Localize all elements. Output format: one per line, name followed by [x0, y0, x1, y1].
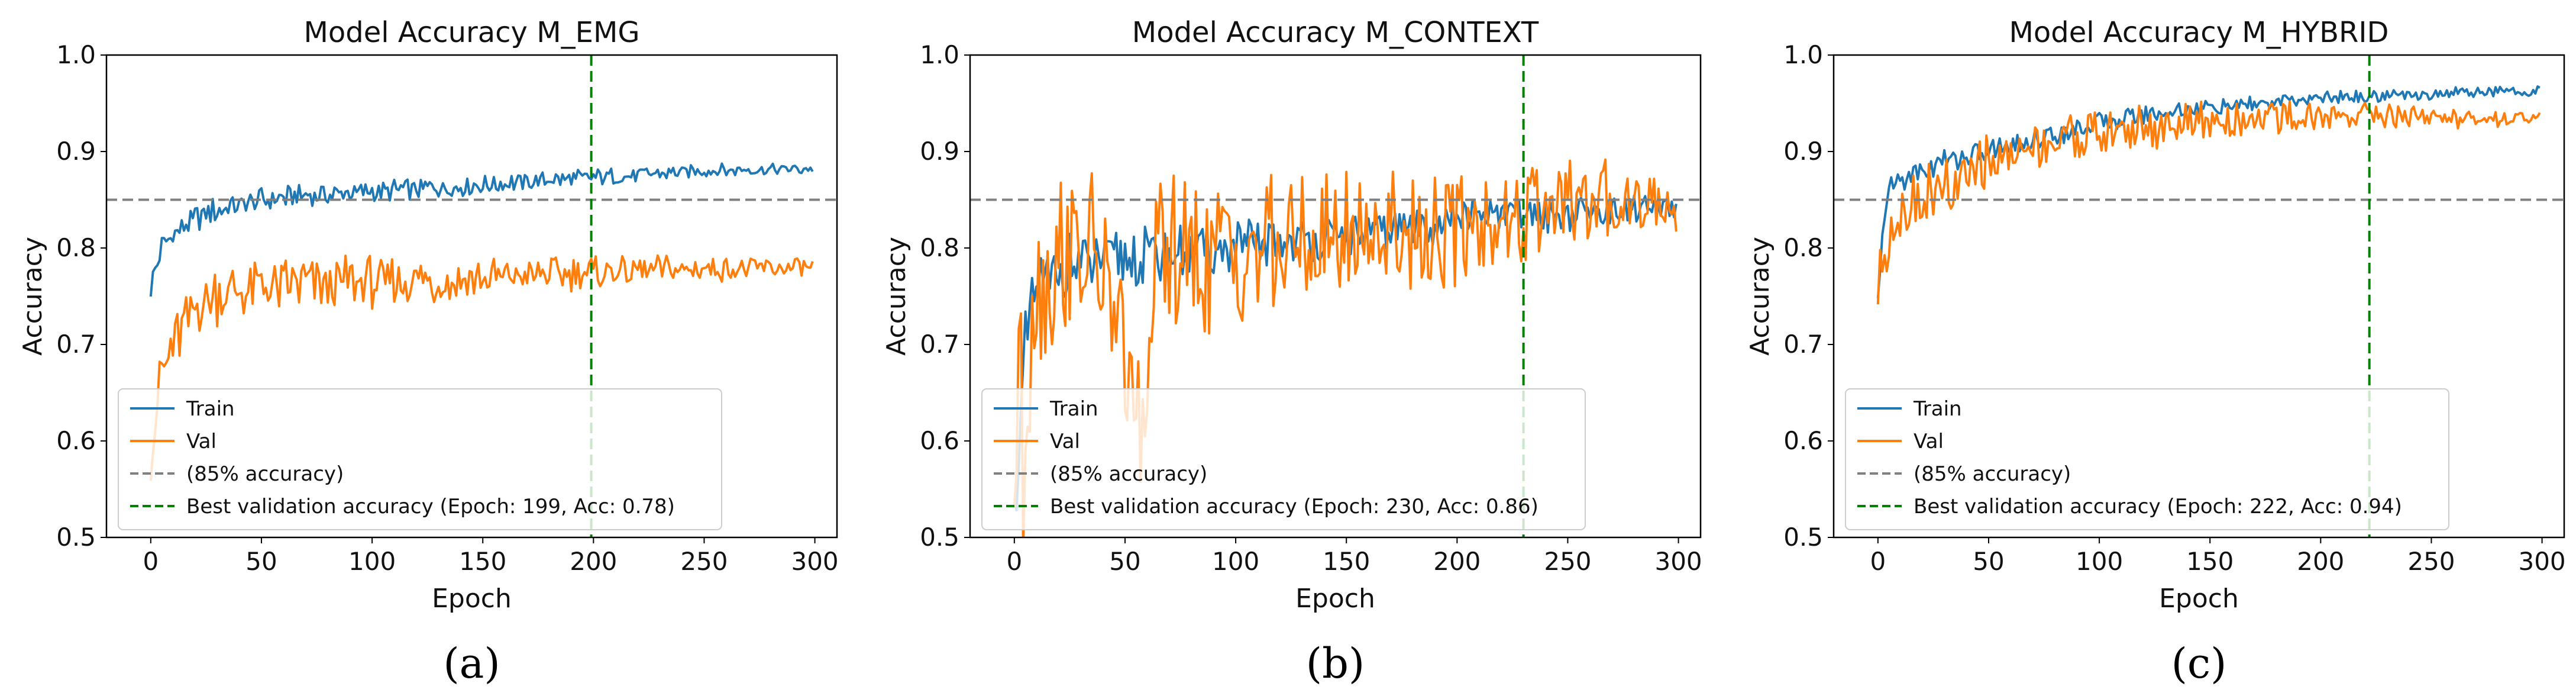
y-tick-label: 0.5: [920, 523, 959, 552]
chart-panel-3: Model Accuracy M_HYBRID 0.5 0.6 0.7 0.8 0.9 1.…: [1745, 16, 2566, 688]
y-tick-label: 1.0: [56, 40, 96, 69]
y-tick-label: 0.8: [920, 233, 959, 262]
x-tick-label: 100: [2076, 547, 2123, 576]
x-tick-label: 0: [143, 547, 159, 576]
x-tick-label: 250: [2407, 547, 2455, 576]
axes-frame: [969, 54, 1702, 539]
y-axis-label: Accuracy: [1745, 237, 1775, 356]
x-tick-label: 0: [1006, 547, 1022, 576]
legend-label: Val: [1914, 430, 1944, 453]
axes-frame: [1832, 54, 2565, 539]
x-tick-label: 200: [1433, 547, 1481, 576]
x-tick-label: 50: [245, 547, 277, 576]
y-tick-label: 0.6: [920, 426, 959, 455]
x-tick-label: 150: [2186, 547, 2234, 576]
x-tick-label: 50: [1109, 547, 1140, 576]
subfigure-caption: (b): [1306, 639, 1365, 688]
x-tick-label: 200: [2297, 547, 2344, 576]
y-tick-label: 0.9: [1783, 137, 1823, 166]
x-axis-label: Epoch: [2159, 584, 2239, 614]
x-tick-label: 0: [1870, 547, 1886, 576]
chart-title: Model Accuracy M_CONTEXT: [1132, 16, 1539, 49]
legend: Train Val (85% accuracy) Best validation ac…: [1845, 388, 2449, 530]
legend-label: Best validation accuracy (Epoch: 222, Ac…: [1914, 495, 2402, 518]
x-tick-label: 150: [459, 547, 506, 576]
chart-panel-2: Model Accuracy M_CONTEXT 0.5 0.6 0.7 0.8 0.9 1…: [881, 16, 1702, 688]
subfigure-caption: (a): [443, 639, 500, 688]
x-axis-label: Epoch: [1295, 584, 1375, 614]
y-tick-label: 0.5: [1783, 523, 1823, 552]
y-tick-label: 0.7: [1783, 330, 1823, 359]
x-tick-label: 250: [680, 547, 728, 576]
legend-label: (85% accuracy): [1050, 462, 1207, 486]
x-tick-label: 50: [1973, 547, 2004, 576]
legend-label: (85% accuracy): [186, 462, 344, 486]
legend-label: Val: [1050, 430, 1080, 453]
legend: Train Val (85% accuracy) Best validation ac…: [118, 388, 722, 530]
legend-label: Best validation accuracy (Epoch: 199, Ac…: [186, 495, 675, 518]
y-tick-label: 0.7: [920, 330, 959, 359]
chart-title: Model Accuracy M_HYBRID: [2009, 16, 2389, 49]
y-tick-label: 0.5: [56, 523, 96, 552]
series-line-val: [1876, 100, 2541, 305]
y-tick-label: 0.6: [56, 426, 96, 455]
x-tick-label: 300: [791, 547, 838, 576]
chart-title: Model Accuracy M_EMG: [303, 16, 639, 49]
y-axis-label: Accuracy: [881, 237, 912, 356]
legend-label: Train: [1049, 397, 1098, 421]
y-tick-label: 1.0: [1783, 40, 1823, 69]
y-tick-label: 0.9: [56, 137, 96, 166]
legend-label: Best validation accuracy (Epoch: 230, Ac…: [1050, 495, 1539, 518]
x-tick-label: 250: [1544, 547, 1591, 576]
y-tick-label: 1.0: [920, 40, 959, 69]
x-tick-label: 100: [348, 547, 396, 576]
y-tick-label: 0.8: [1783, 233, 1823, 262]
x-tick-label: 300: [2518, 547, 2565, 576]
legend-box: [118, 388, 722, 530]
x-tick-label: 100: [1212, 547, 1259, 576]
legend-label: Train: [186, 397, 235, 421]
y-tick-label: 0.6: [1783, 426, 1823, 455]
legend-label: Train: [1913, 397, 1962, 421]
y-axis-label: Accuracy: [18, 237, 48, 356]
chart-panel-1: Model Accuracy M_EMG 0.5 0.6 0.7 0.8 0.9 1.0 0 5…: [18, 16, 839, 688]
subfigure-caption: (c): [2171, 639, 2227, 688]
axes-frame: [105, 54, 838, 539]
y-tick-label: 0.7: [56, 330, 96, 359]
legend-box: [1845, 388, 2449, 530]
y-tick-label: 0.8: [56, 233, 96, 262]
legend-label: (85% accuracy): [1914, 462, 2071, 486]
x-tick-label: 300: [1654, 547, 1702, 576]
x-tick-label: 200: [570, 547, 617, 576]
series-line-val: [149, 254, 814, 481]
x-tick-label: 150: [1323, 547, 1370, 576]
series-line-train: [149, 162, 814, 297]
x-axis-label: Epoch: [432, 584, 512, 614]
legend-box: [981, 388, 1586, 530]
legend: Train Val (85% accuracy) Best validation ac…: [981, 388, 1586, 530]
legend-label: Val: [186, 430, 216, 453]
y-tick-label: 0.9: [920, 137, 959, 166]
